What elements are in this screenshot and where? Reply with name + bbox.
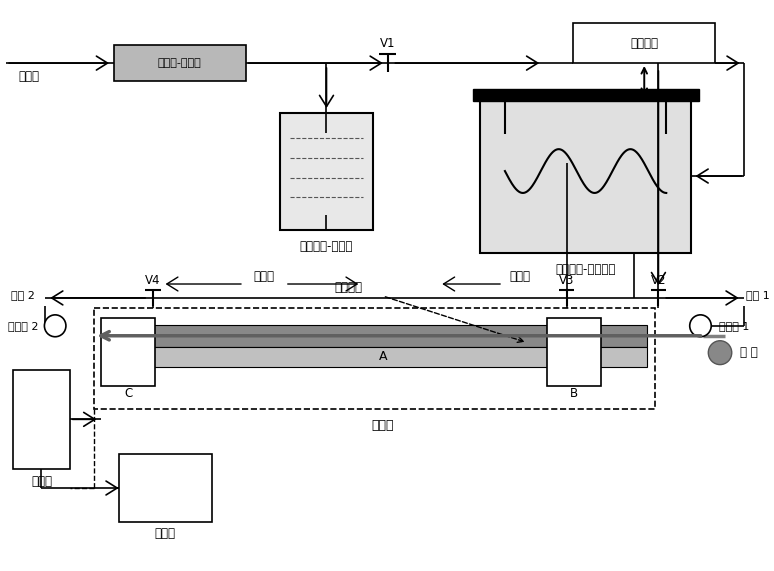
Text: 真空表: 真空表 — [253, 270, 274, 283]
Bar — [13, 369, 70, 469]
Text: B: B — [570, 387, 578, 400]
Bar — [101, 318, 155, 385]
Text: C: C — [124, 387, 132, 400]
Bar — [148, 325, 647, 347]
Text: 进气口: 进气口 — [19, 70, 39, 83]
Text: V1: V1 — [380, 37, 396, 50]
Text: 排气 2: 排气 2 — [11, 290, 35, 300]
Bar — [473, 89, 698, 101]
Text: 升降装置: 升降装置 — [630, 37, 658, 50]
Bar — [114, 45, 246, 81]
Text: 光 源: 光 源 — [740, 346, 757, 359]
Text: 电子冷阱-除水汽: 电子冷阱-除水汽 — [300, 240, 353, 253]
Text: 低温冷阱-浓缩样气: 低温冷阱-浓缩样气 — [556, 263, 616, 276]
Bar — [118, 454, 211, 522]
Circle shape — [690, 315, 711, 337]
Text: V4: V4 — [146, 274, 161, 287]
Circle shape — [708, 341, 731, 365]
Text: 测量光路: 测量光路 — [334, 282, 362, 295]
Text: 计算机: 计算机 — [155, 527, 176, 540]
Bar — [94, 308, 655, 409]
Text: A: A — [378, 350, 387, 363]
Text: 温度计: 温度计 — [509, 270, 530, 283]
Bar — [280, 113, 373, 230]
Text: 真空泵 2: 真空泵 2 — [8, 321, 38, 331]
Text: 排气 1: 排气 1 — [746, 290, 770, 300]
Text: V2: V2 — [651, 274, 666, 287]
Text: V3: V3 — [559, 274, 574, 287]
Text: 光谱仪: 光谱仪 — [31, 475, 52, 488]
Bar — [547, 318, 601, 385]
Text: 样品池: 样品池 — [372, 419, 394, 432]
Circle shape — [44, 315, 66, 337]
Bar — [148, 347, 647, 367]
Text: 抽气泵 1: 抽气泵 1 — [718, 321, 749, 331]
Bar — [574, 23, 715, 63]
Bar — [481, 99, 690, 253]
Text: 干燥管-除水汽: 干燥管-除水汽 — [158, 58, 202, 68]
